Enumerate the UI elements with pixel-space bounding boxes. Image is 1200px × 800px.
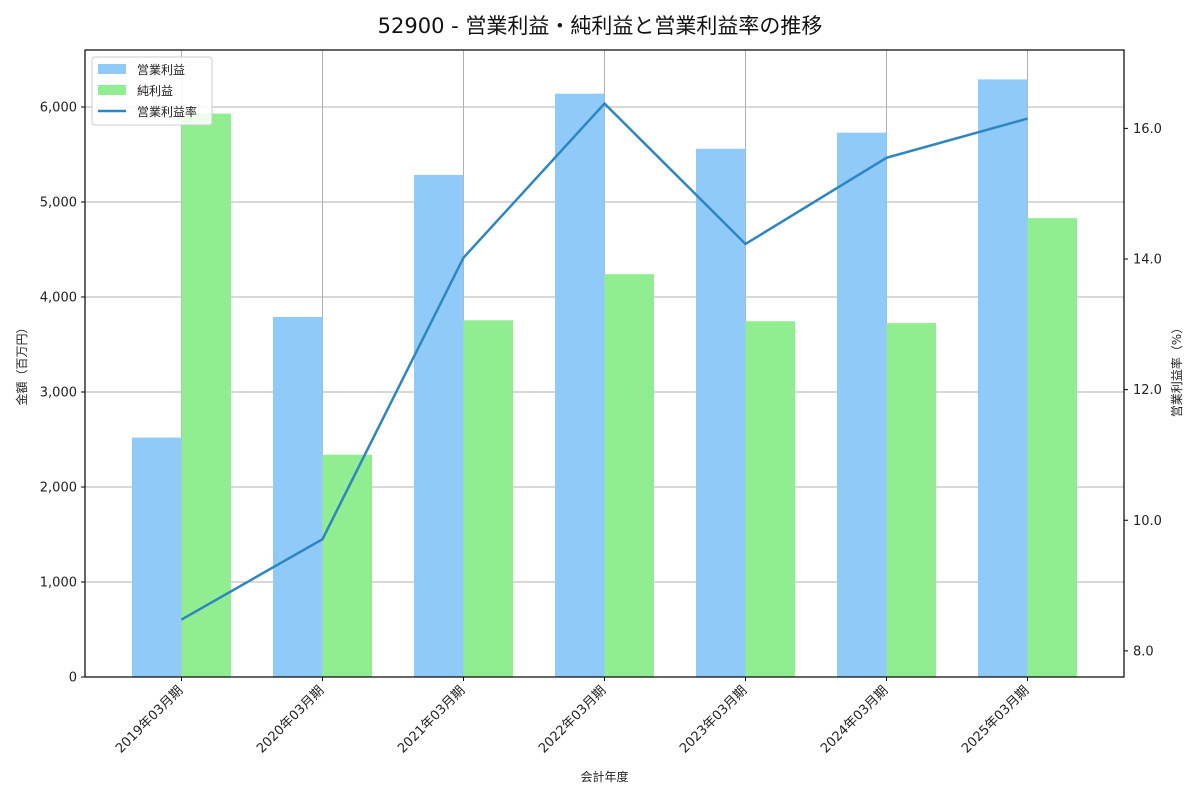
svg-text:5,000: 5,000	[40, 196, 77, 211]
svg-text:0: 0	[69, 671, 77, 686]
svg-text:2022年03月期: 2022年03月期	[536, 683, 609, 756]
bar-net-profit	[1027, 218, 1077, 677]
bar-operating-profit	[273, 316, 323, 677]
svg-text:2021年03月期: 2021年03月期	[395, 683, 468, 756]
y-axis-left: 0 1,000 2,000 3,000 4,000 5,000 6,000	[40, 101, 85, 686]
svg-text:2024年03月期: 2024年03月期	[818, 683, 891, 756]
svg-text:2023年03月期: 2023年03月期	[677, 683, 750, 756]
bar-net-profit	[463, 320, 513, 677]
svg-text:12.0: 12.0	[1133, 383, 1162, 398]
bar-operating-profit	[696, 148, 746, 678]
svg-text:4,000: 4,000	[40, 291, 77, 306]
bar-operating-profit	[414, 174, 464, 678]
svg-text:2019年03月期: 2019年03月期	[113, 683, 186, 756]
svg-text:2020年03月期: 2020年03月期	[254, 683, 327, 756]
bar-net-profit	[886, 323, 936, 677]
svg-text:2,000: 2,000	[40, 481, 77, 496]
x-axis: 2019年03月期 2020年03月期 2021年03月期 2022年03月期 2023…	[113, 677, 1032, 757]
chart-title: 52900 - 営業利益・純利益と営業利益率の推移	[377, 14, 823, 38]
bar-net-profit	[181, 113, 231, 677]
bar-operating-profit	[132, 437, 182, 677]
bar-operating-profit	[837, 132, 887, 677]
bars	[132, 79, 1077, 678]
bar-operating-profit	[555, 93, 605, 677]
svg-text:3,000: 3,000	[40, 386, 77, 401]
line-operating-margin	[180, 101, 1028, 621]
legend-item: 純利益	[137, 84, 173, 98]
y-axis-right: 8.0 10.0 12.0 14.0 16.0	[1124, 122, 1162, 659]
bar-net-profit	[745, 321, 795, 677]
y-axis-left-label: 金額（百万円）	[14, 321, 29, 405]
legend-item: 営業利益率	[137, 104, 197, 119]
bar-net-profit	[604, 274, 654, 677]
svg-text:16.0: 16.0	[1133, 122, 1162, 137]
svg-text:8.0: 8.0	[1133, 644, 1154, 659]
svg-text:10.0: 10.0	[1133, 514, 1162, 529]
bar-operating-profit	[978, 79, 1028, 677]
x-axis-label: 会計年度	[580, 769, 628, 784]
svg-text:2025年03月期: 2025年03月期	[959, 683, 1032, 756]
svg-text:1,000: 1,000	[40, 576, 77, 591]
legend-item: 営業利益	[137, 63, 185, 77]
svg-text:14.0: 14.0	[1133, 253, 1162, 268]
svg-text:6,000: 6,000	[40, 101, 77, 116]
y-axis-right-label: 営業利益率（%）	[1169, 322, 1184, 417]
